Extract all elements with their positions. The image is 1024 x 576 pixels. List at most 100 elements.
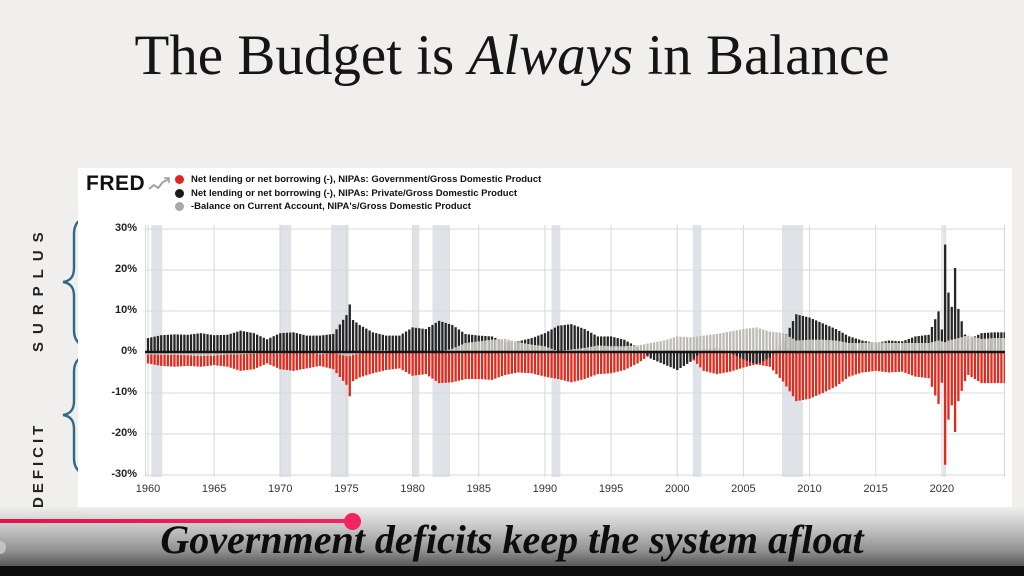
government-bar bbox=[960, 352, 963, 391]
private-bar bbox=[570, 324, 573, 352]
current-account-bar bbox=[213, 352, 216, 356]
government-bar bbox=[944, 352, 947, 465]
private-bar bbox=[236, 331, 239, 352]
government-bar bbox=[209, 352, 212, 366]
current-account-bar bbox=[957, 338, 960, 352]
video-progress-fill[interactable] bbox=[0, 519, 353, 523]
current-account-bar bbox=[705, 335, 709, 352]
government-bar bbox=[394, 352, 398, 369]
private-bar bbox=[957, 308, 960, 352]
private-bar bbox=[358, 324, 361, 352]
government-bar bbox=[514, 352, 517, 374]
title-emphasis: Always bbox=[468, 24, 634, 87]
legend-item: Net lending or net borrowing (-), NIPAs:… bbox=[175, 187, 541, 201]
government-bar bbox=[411, 352, 414, 376]
government-bar bbox=[583, 352, 586, 380]
private-bar bbox=[256, 334, 259, 352]
current-account-bar bbox=[351, 352, 355, 355]
private-bar bbox=[242, 331, 246, 352]
current-account-bar bbox=[891, 342, 894, 352]
government-bar bbox=[385, 352, 388, 371]
government-bar bbox=[318, 352, 322, 366]
video-progress-handle[interactable] bbox=[343, 512, 361, 530]
y-tick-label: 30% bbox=[114, 222, 137, 234]
private-bar bbox=[199, 333, 203, 352]
government-bar bbox=[315, 352, 318, 367]
private-bar bbox=[649, 352, 652, 359]
current-account-bar bbox=[927, 342, 930, 352]
current-account-bar bbox=[752, 327, 755, 352]
government-bar bbox=[193, 352, 196, 367]
government-bar bbox=[838, 352, 841, 384]
government-bar bbox=[705, 352, 709, 372]
government-bar bbox=[818, 352, 821, 395]
government-bar bbox=[633, 352, 636, 366]
current-account-bar bbox=[963, 336, 967, 352]
government-bar bbox=[848, 352, 851, 377]
government-bar bbox=[371, 352, 375, 374]
private-bar bbox=[428, 326, 431, 352]
private-bar bbox=[381, 334, 384, 352]
private-bar bbox=[748, 352, 752, 362]
current-account-bar bbox=[712, 334, 715, 352]
private-bar bbox=[269, 337, 272, 352]
government-bar bbox=[279, 352, 282, 370]
government-bar bbox=[695, 352, 699, 364]
current-account-bar bbox=[887, 342, 891, 352]
government-bar bbox=[308, 352, 312, 368]
private-bar bbox=[676, 352, 679, 371]
current-account-bar bbox=[451, 348, 454, 352]
current-account-bar bbox=[586, 347, 590, 352]
government-bar bbox=[282, 352, 285, 370]
current-account-bar bbox=[537, 345, 540, 352]
private-bar bbox=[163, 334, 166, 352]
government-bar bbox=[507, 352, 510, 375]
government-bar bbox=[576, 352, 580, 381]
government-bar bbox=[570, 352, 573, 383]
private-bar bbox=[170, 334, 173, 352]
government-bar bbox=[910, 352, 914, 376]
current-account-bar bbox=[831, 340, 834, 352]
slide-title: The Budget is Always in Balance bbox=[0, 24, 1024, 88]
government-bar bbox=[388, 352, 391, 370]
government-bar bbox=[365, 352, 368, 376]
current-account-bar bbox=[977, 338, 980, 352]
government-bar bbox=[719, 352, 722, 374]
current-account-bar bbox=[487, 340, 490, 352]
government-bar bbox=[216, 352, 219, 366]
government-bar bbox=[967, 352, 970, 375]
current-account-bar bbox=[689, 337, 692, 352]
government-bar bbox=[540, 352, 543, 376]
private-bar bbox=[391, 335, 394, 352]
fred-logo: FRED bbox=[86, 172, 172, 196]
private-bar bbox=[537, 335, 540, 352]
current-account-bar bbox=[864, 342, 867, 352]
current-account-bar bbox=[818, 339, 821, 352]
player-control-notch[interactable] bbox=[0, 541, 6, 554]
government-bar bbox=[738, 352, 742, 369]
government-bar bbox=[530, 352, 533, 374]
private-bar bbox=[418, 328, 421, 352]
surplus-axis-label: SURPLUS bbox=[30, 224, 47, 352]
government-bar bbox=[457, 352, 461, 381]
current-account-bar bbox=[695, 336, 699, 352]
government-bar bbox=[272, 352, 275, 367]
current-account-bar bbox=[523, 343, 527, 352]
government-bar bbox=[480, 352, 484, 380]
private-bar bbox=[686, 352, 689, 364]
government-bar bbox=[428, 352, 431, 377]
government-bar bbox=[295, 352, 298, 371]
government-bar bbox=[970, 352, 973, 378]
government-bar bbox=[953, 352, 957, 432]
government-bar bbox=[709, 352, 712, 373]
government-bar bbox=[289, 352, 292, 371]
current-account-bar bbox=[176, 352, 179, 355]
private-bar bbox=[289, 332, 292, 352]
current-account-bar bbox=[828, 340, 831, 352]
government-bar bbox=[418, 352, 421, 375]
government-bar bbox=[163, 352, 166, 367]
government-bar bbox=[699, 352, 702, 368]
private-bar bbox=[656, 352, 659, 362]
private-bar bbox=[755, 352, 758, 365]
private-bar bbox=[404, 331, 408, 352]
